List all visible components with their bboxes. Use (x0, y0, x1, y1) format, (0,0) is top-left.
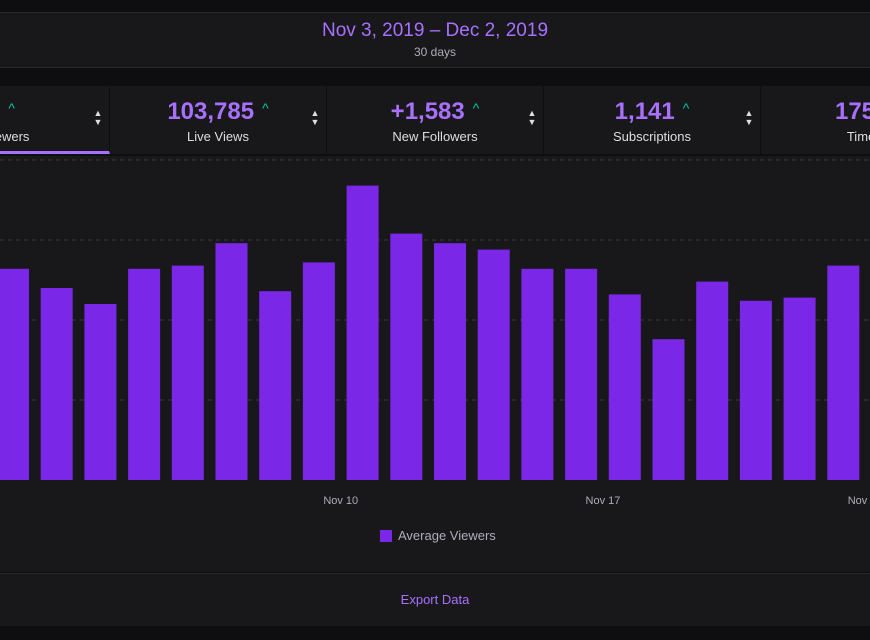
sort-icon[interactable]: ▲ ▼ (527, 108, 537, 127)
stat-label: Time St (846, 129, 870, 144)
trend-up-icon: ^ (472, 100, 480, 116)
trend-up-icon: ^ (682, 100, 690, 116)
chart-bar[interactable] (171, 265, 204, 480)
sort-icon[interactable]: ▲ ▼ (93, 108, 103, 127)
stat-label: New Followers (392, 129, 478, 144)
legend-swatch (380, 530, 392, 542)
stat-value: +1,583 (390, 98, 465, 125)
chart-bar[interactable] (565, 268, 598, 480)
stat-tab-new-followers[interactable]: +1,583 ^ New Followers ▲ ▼ (327, 86, 544, 154)
chart-bar[interactable] (0, 268, 29, 480)
chart-bar[interactable] (215, 243, 248, 480)
chart-panel: Nov 10 Nov 17 Nov 27 Average Viewers (0, 156, 870, 572)
chart-bar[interactable] (259, 291, 292, 480)
trend-up-icon: ^ (262, 100, 269, 116)
sort-icon[interactable]: ▲ ▼ (310, 108, 320, 127)
stat-label: Subscriptions (612, 129, 692, 144)
chart-bar[interactable] (783, 297, 816, 480)
stat-tab-average-viewers[interactable]: 8^ e Viewers ▲▼ (0, 86, 110, 154)
date-range-label[interactable]: Nov 3, 2019 – Dec 2, 2019 (321, 20, 549, 41)
export-bar: Export Data (0, 573, 870, 626)
stat-label: e Viewers (0, 129, 30, 144)
chart-bar[interactable] (827, 265, 860, 480)
chart-bar[interactable] (477, 249, 510, 480)
stat-value: 175h2 (834, 98, 870, 125)
chart-bar[interactable] (608, 294, 641, 480)
x-tick-label: Nov 27 (848, 495, 870, 507)
stat-label: Live Views (187, 129, 249, 144)
x-tick-label: Nov 17 (586, 495, 621, 507)
x-tick-label: Nov 10 (323, 495, 358, 507)
stat-value: 1,141 (614, 98, 675, 125)
chart-bar[interactable] (302, 262, 335, 480)
legend-label: Average Viewers (398, 528, 496, 543)
stats-bar: 8^ e Viewers ▲▼ 103,785 ^ Live Views ▲▼ +… (0, 86, 870, 154)
chart-legend[interactable]: Average Viewers (380, 528, 496, 543)
date-range-duration: 30 days (413, 45, 457, 59)
bar-chart: Nov 10 Nov 17 Nov 27 (0, 159, 870, 507)
chart-bar[interactable] (128, 268, 161, 480)
date-range-header[interactable]: Nov 3, 2019 – Dec 2, 2019 30 days (0, 12, 870, 68)
sort-icon[interactable]: ▲ ▼ (744, 108, 754, 127)
stat-tab-time-streamed[interactable]: 175h2 Time St (761, 86, 870, 154)
chart-bar[interactable] (652, 339, 685, 480)
stat-value: 103,785 (167, 98, 255, 125)
trend-up-icon: ^ (8, 100, 15, 116)
chart-bar[interactable] (696, 281, 729, 480)
stat-tab-subscriptions[interactable]: 1,141 ^ Subscriptions ▲ ▼ (544, 86, 761, 154)
chart-bar[interactable] (521, 268, 554, 480)
chart-bar[interactable] (40, 288, 73, 480)
chart-bar[interactable] (434, 243, 466, 480)
chart-bar[interactable] (84, 304, 117, 480)
chart-bar[interactable] (390, 233, 423, 480)
chart-bar[interactable] (739, 300, 772, 480)
stat-tab-live-views[interactable]: 103,785 ^ Live Views ▲ ▼ (110, 86, 327, 154)
export-data-button[interactable]: Export Data (400, 592, 470, 607)
chart-bar[interactable] (346, 185, 379, 480)
